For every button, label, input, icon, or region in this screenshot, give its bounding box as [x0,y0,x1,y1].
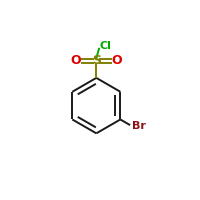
Text: Br: Br [132,121,146,131]
Text: O: O [71,54,81,67]
Text: O: O [112,54,122,67]
Text: S: S [92,54,101,67]
Text: Cl: Cl [100,41,112,51]
